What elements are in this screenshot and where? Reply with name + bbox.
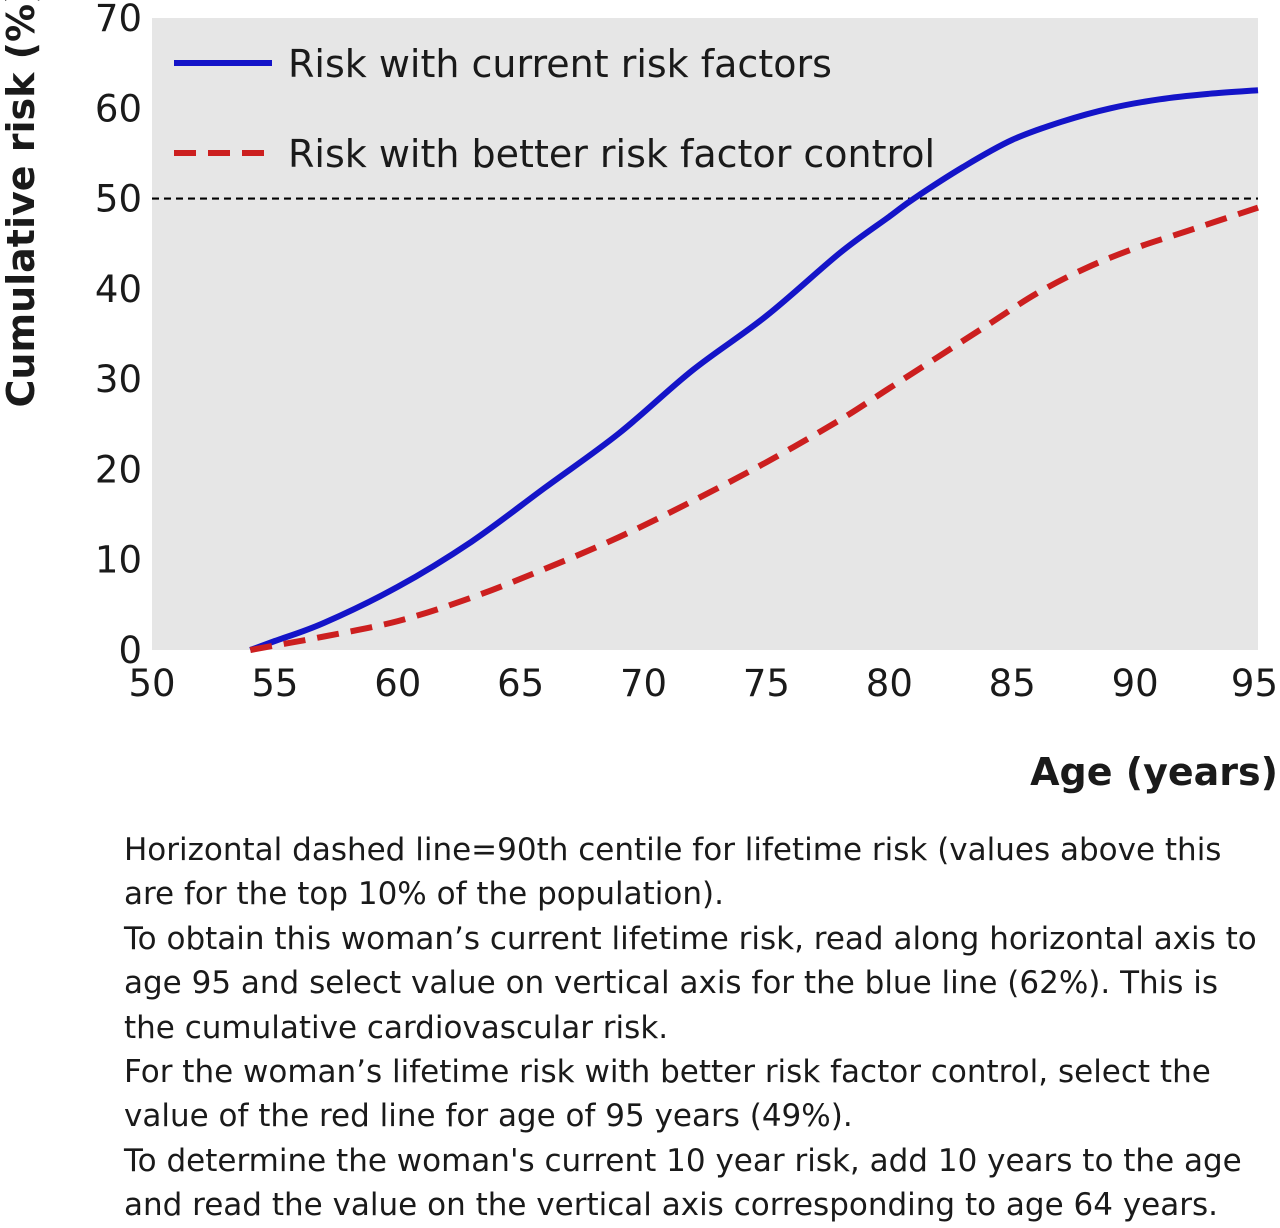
- x-tick-label: 60: [374, 662, 421, 705]
- note-paragraph: For the woman’s lifetime risk with bette…: [124, 1054, 1211, 1135]
- x-tick-label: 80: [866, 662, 913, 705]
- y-tick-label: 50: [95, 178, 142, 221]
- cumulative-risk-chart: 0 10 20 30 40 50 60 70 50 55 60 65 70 75 80 85 90 95 Ris…: [0, 0, 1278, 794]
- x-tick-label: 50: [128, 662, 175, 705]
- note-paragraph: To determine the woman's current 10 year…: [124, 1142, 1242, 1224]
- x-axis-title: Age (years): [1030, 750, 1278, 794]
- x-tick-label: 55: [251, 662, 298, 705]
- y-tick-label: 20: [95, 448, 142, 491]
- legend-label-better: Risk with better risk factor control: [288, 132, 935, 176]
- x-tick-label: 95: [1231, 662, 1278, 705]
- y-tick-label: 0: [118, 629, 142, 672]
- y-tick-label: 10: [95, 539, 142, 582]
- series-line-better-control: [249, 204, 1259, 653]
- y-tick-label: 40: [95, 268, 142, 311]
- y-axis-title: Cumulative risk (%): [0, 0, 43, 407]
- x-tick-label: 85: [989, 662, 1036, 705]
- legend-label-current: Risk with current risk factors: [288, 42, 832, 86]
- note-paragraph: Horizontal dashed line=90th centile for …: [124, 832, 1222, 913]
- legend: Risk with current risk factors Risk with…: [174, 42, 935, 176]
- y-tick-label: 30: [95, 358, 142, 401]
- x-tick-label: 65: [497, 662, 544, 705]
- series-line-current-risk: [249, 87, 1259, 653]
- y-tick-label: 70: [95, 0, 142, 40]
- figure-notes: Horizontal dashed line=90th centile for …: [124, 828, 1274, 1228]
- note-paragraph: To obtain this woman’s current lifetime …: [124, 920, 1257, 1046]
- x-tick-label: 90: [1112, 662, 1159, 705]
- y-tick-label: 60: [95, 87, 142, 130]
- x-tick-label: 75: [743, 662, 790, 705]
- plot-area: [152, 18, 1258, 650]
- x-tick-label: 70: [620, 662, 667, 705]
